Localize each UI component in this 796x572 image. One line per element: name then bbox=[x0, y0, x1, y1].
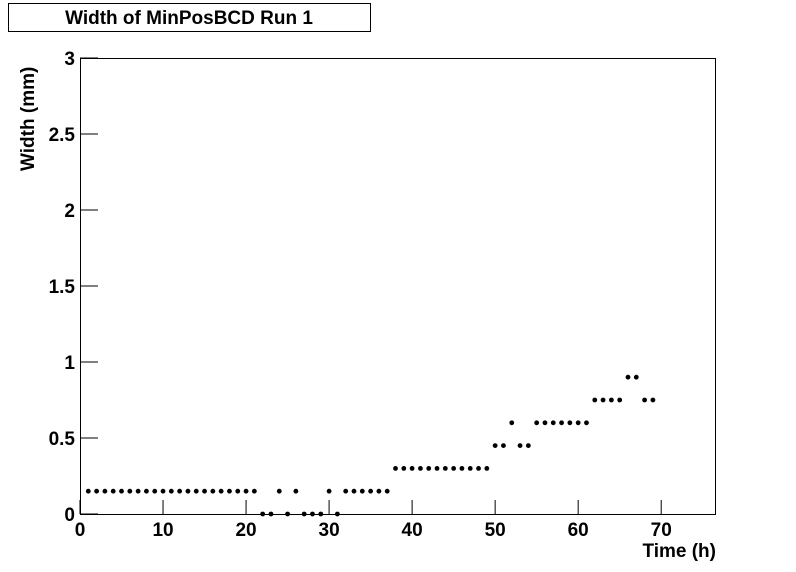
data-point bbox=[534, 420, 540, 426]
data-point bbox=[310, 511, 315, 517]
x-axis-label: Time (h) bbox=[642, 541, 716, 562]
data-point bbox=[177, 488, 183, 494]
data-point bbox=[600, 397, 606, 403]
data-point bbox=[293, 488, 299, 494]
data-point bbox=[542, 420, 548, 426]
data-point bbox=[359, 488, 365, 494]
data-point bbox=[451, 466, 457, 471]
y-tick-label: 1 bbox=[64, 353, 75, 374]
data-point bbox=[617, 397, 623, 403]
x-tick-label: 20 bbox=[235, 520, 256, 541]
x-tick-label: 10 bbox=[152, 520, 173, 541]
data-point bbox=[110, 488, 116, 494]
data-point bbox=[592, 397, 598, 403]
data-point bbox=[650, 397, 656, 403]
data-point bbox=[584, 420, 589, 426]
data-point bbox=[301, 511, 307, 517]
data-point bbox=[501, 443, 506, 448]
data-point bbox=[525, 443, 531, 448]
data-point bbox=[152, 488, 158, 494]
data-point bbox=[418, 466, 423, 471]
data-point bbox=[235, 488, 241, 494]
plot-frame bbox=[80, 58, 716, 515]
data-point bbox=[94, 488, 100, 494]
data-point bbox=[409, 466, 415, 471]
data-point bbox=[268, 511, 274, 517]
data-point bbox=[351, 488, 357, 494]
data-point bbox=[260, 511, 266, 517]
data-point bbox=[85, 488, 91, 494]
data-point bbox=[550, 420, 556, 426]
data-point bbox=[185, 488, 191, 494]
data-point bbox=[144, 488, 149, 494]
data-point bbox=[633, 374, 639, 380]
data-point bbox=[276, 488, 282, 494]
data-point bbox=[127, 488, 133, 494]
data-point bbox=[243, 488, 249, 494]
data-point bbox=[434, 466, 440, 471]
x-tick-label: 40 bbox=[402, 520, 423, 541]
data-point bbox=[467, 466, 473, 471]
x-tick-label: 50 bbox=[485, 520, 506, 541]
data-point bbox=[193, 488, 199, 494]
data-point bbox=[218, 488, 224, 494]
x-tick-label: 0 bbox=[75, 520, 86, 541]
data-point bbox=[119, 488, 124, 494]
data-point bbox=[567, 420, 573, 426]
data-point bbox=[376, 488, 382, 494]
data-point bbox=[285, 511, 290, 517]
data-point bbox=[442, 466, 448, 471]
data-point bbox=[476, 466, 481, 471]
data-point bbox=[251, 488, 257, 494]
data-point bbox=[459, 466, 465, 471]
data-point bbox=[393, 466, 398, 471]
y-tick-label: 0 bbox=[64, 505, 75, 526]
data-point bbox=[575, 420, 581, 426]
data-point bbox=[334, 511, 340, 517]
data-point bbox=[559, 420, 564, 426]
data-point bbox=[168, 488, 174, 494]
chart-title: Width of MinPosBCD Run 1 bbox=[65, 8, 313, 29]
y-tick-label: 0.5 bbox=[49, 429, 76, 450]
y-axis-label: Width (mm) bbox=[18, 67, 39, 171]
title-box bbox=[8, 3, 371, 32]
y-tick-label: 3 bbox=[64, 49, 75, 70]
data-point bbox=[135, 488, 141, 494]
y-tick-label: 1.5 bbox=[49, 277, 76, 298]
data-point bbox=[426, 466, 432, 471]
data-point bbox=[384, 488, 390, 494]
data-point bbox=[517, 443, 523, 448]
data-point bbox=[326, 488, 332, 494]
data-point bbox=[368, 488, 374, 494]
x-tick-label: 30 bbox=[319, 520, 340, 541]
x-tick-label: 70 bbox=[651, 520, 672, 541]
data-point bbox=[160, 488, 166, 494]
data-point bbox=[343, 488, 349, 494]
data-point bbox=[484, 466, 490, 471]
data-point bbox=[210, 488, 216, 494]
y-tick-label: 2 bbox=[64, 201, 75, 222]
data-point bbox=[102, 488, 108, 494]
data-point bbox=[625, 374, 631, 380]
data-point bbox=[608, 397, 614, 403]
data-point bbox=[509, 420, 515, 426]
data-point bbox=[227, 488, 232, 494]
data-point bbox=[492, 443, 498, 448]
data-point bbox=[318, 511, 324, 517]
data-point bbox=[401, 466, 407, 471]
y-tick-label: 2.5 bbox=[49, 125, 76, 146]
data-point bbox=[642, 397, 647, 403]
x-tick-label: 60 bbox=[568, 520, 589, 541]
data-point bbox=[202, 488, 207, 494]
